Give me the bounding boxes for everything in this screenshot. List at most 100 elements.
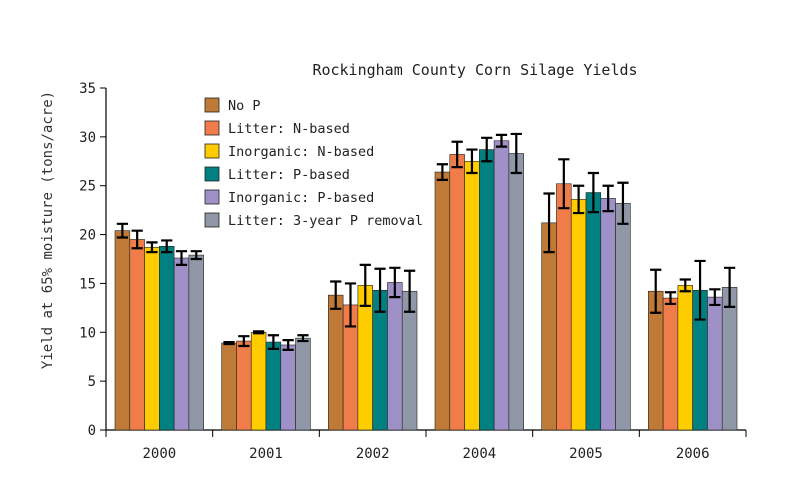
bar [449, 154, 465, 431]
legend-swatch [204, 189, 220, 205]
legend-swatch [204, 143, 220, 159]
error-bar [694, 259, 706, 321]
error-bar [543, 192, 555, 254]
x-tick-label: 2005 [569, 446, 603, 462]
y-tick-label: 30 [79, 130, 96, 146]
bar [434, 171, 451, 431]
y-tick-label: 25 [79, 179, 96, 195]
error-bar [664, 291, 677, 306]
bar [479, 149, 495, 431]
legend-label: Inorganic: N-based [228, 144, 374, 160]
x-tick-label: 2000 [142, 446, 176, 462]
bar [280, 344, 296, 431]
error-bar [161, 239, 173, 254]
bar [265, 341, 282, 431]
error-bar [617, 181, 629, 225]
legend-swatch [204, 212, 220, 228]
error-bar [510, 132, 522, 175]
bar [493, 140, 510, 431]
bar [707, 296, 723, 431]
y-tick-label: 20 [79, 228, 96, 244]
error-bar [466, 148, 478, 175]
error-bar [587, 171, 600, 214]
bar [600, 198, 616, 431]
legend-label: Litter: N-based [228, 121, 350, 137]
x-tick-label: 2002 [356, 446, 390, 462]
error-bar [359, 263, 371, 308]
legend-label: Inorganic: P-based [228, 190, 374, 206]
bar [129, 239, 145, 431]
error-bar [344, 282, 357, 328]
bar [662, 297, 679, 431]
bar [114, 230, 131, 431]
error-bar [330, 280, 342, 310]
legend-swatch [204, 120, 220, 136]
error-bar [572, 184, 585, 215]
bar [221, 342, 237, 431]
y-axis-label: Yield at 65% moisture (tons/acre) [40, 91, 56, 369]
y-tick-label: 15 [79, 276, 96, 292]
error-bar [116, 222, 129, 239]
y-tick-label: 10 [79, 325, 96, 341]
x-tick-label: 2001 [249, 446, 283, 462]
bar [387, 282, 403, 431]
bar [585, 192, 602, 431]
error-bar [723, 266, 736, 308]
legend-swatch [204, 97, 220, 113]
bar [357, 285, 373, 431]
x-tick-label: 2006 [676, 446, 710, 462]
bar [464, 160, 480, 431]
error-bar [267, 334, 280, 350]
error-bars [116, 132, 736, 351]
x-ticks: 2000 2001 2002 2004 2005 2006 [105, 430, 747, 462]
y-tick-label: 0 [88, 423, 96, 439]
bar [144, 246, 160, 431]
legend: No P Litter: N-based Inorganic: N-based Lit… [204, 97, 423, 229]
bar [615, 203, 631, 431]
y-tick-label: 35 [79, 81, 96, 97]
error-bar [389, 266, 401, 299]
bar [556, 183, 572, 431]
legend-swatch [204, 166, 220, 182]
error-bar [558, 158, 570, 210]
bar [295, 337, 311, 431]
error-bar [679, 278, 691, 293]
error-bar [238, 335, 250, 348]
bar [677, 285, 693, 431]
legend-label: Litter: P-based [228, 167, 350, 183]
y-tick-label: 5 [88, 374, 96, 390]
error-bar [403, 269, 416, 313]
error-bar [131, 229, 143, 250]
chart-title: Rockingham County Corn Silage Yields [312, 61, 637, 79]
error-bar [451, 140, 463, 169]
error-bar [175, 250, 188, 266]
error-bar [374, 267, 386, 313]
bar [508, 153, 524, 431]
bar [173, 257, 190, 431]
error-bar [436, 163, 449, 181]
error-bar [282, 339, 294, 351]
error-bar [146, 241, 158, 254]
legend-label: No P [228, 98, 261, 114]
bar [250, 331, 267, 431]
bar [570, 199, 587, 431]
legend-label: Litter: 3-year P removal [228, 213, 423, 229]
bar [721, 287, 738, 431]
bar [159, 245, 175, 431]
error-bar [252, 330, 265, 335]
error-bar [223, 340, 235, 346]
bar [188, 254, 204, 431]
y-ticks: 0 5 10 15 20 25 30 35 [79, 81, 106, 439]
bar [541, 222, 557, 431]
x-tick-label: 2004 [462, 446, 496, 462]
error-bar [602, 184, 614, 213]
bars [114, 140, 738, 431]
error-bar [650, 268, 662, 314]
bar [236, 340, 252, 431]
error-bar [481, 136, 493, 163]
error-bar [297, 334, 309, 343]
error-bar [190, 250, 202, 261]
bar [328, 294, 344, 431]
error-bar [495, 133, 508, 148]
